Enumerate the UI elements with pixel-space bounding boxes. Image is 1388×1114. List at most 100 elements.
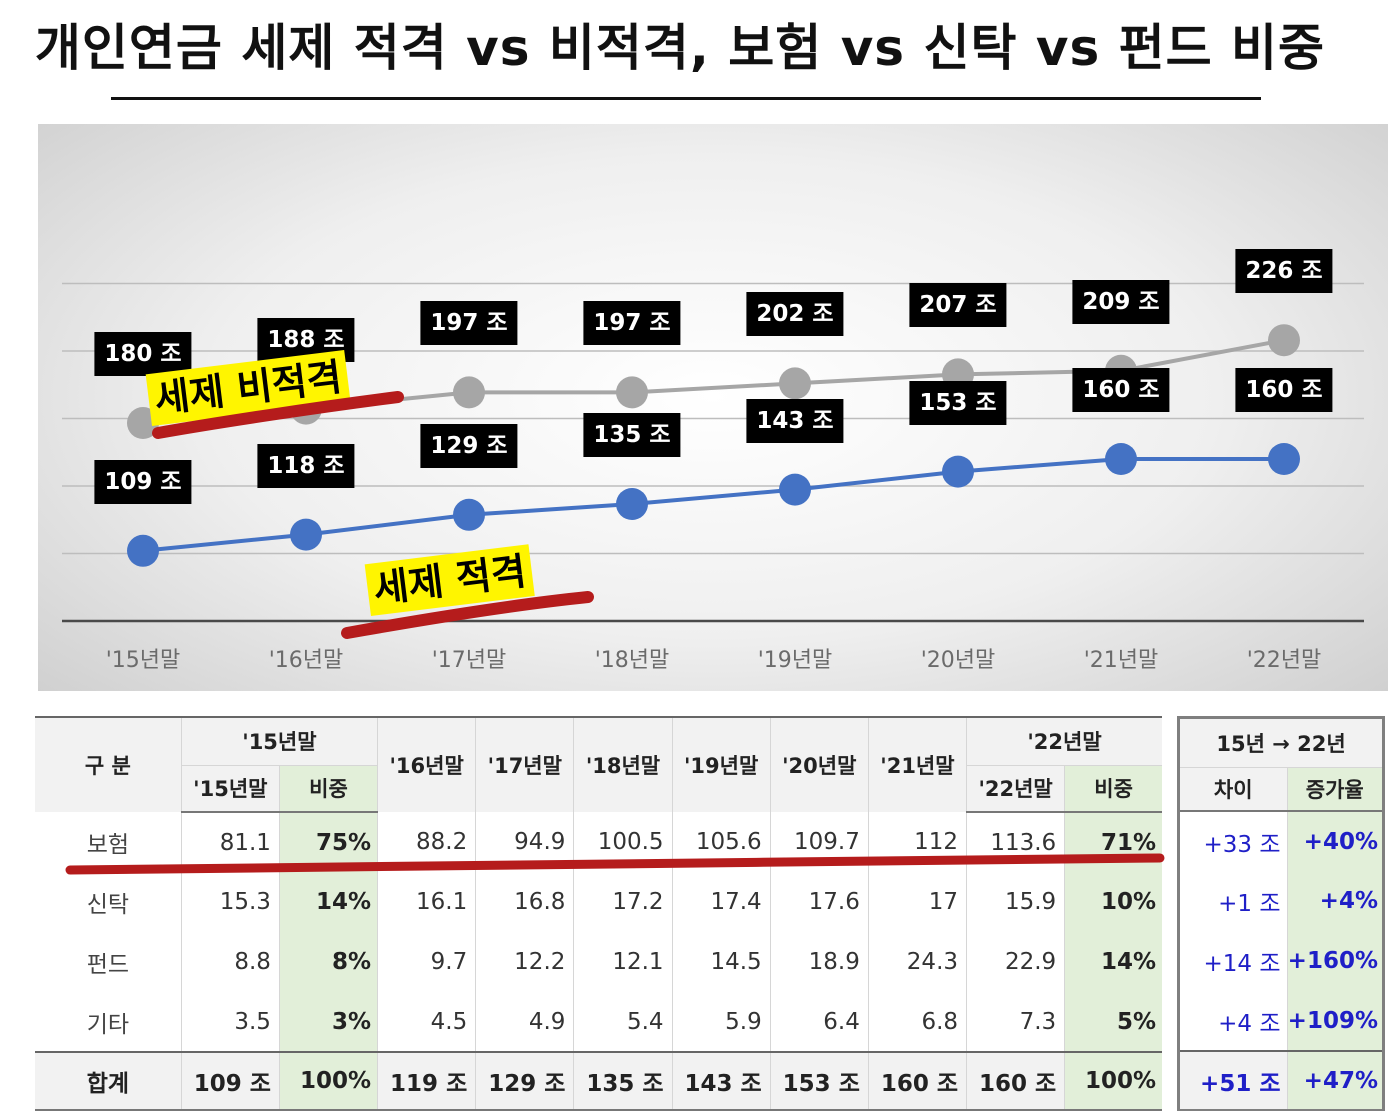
x-tick-label: '18년말 [594,648,670,673]
data-point [942,455,974,488]
data-label: 109 조 [94,459,192,504]
total-share-2015: 100% [279,1051,379,1111]
cell-value: 17 [868,872,968,932]
total-value: 143 조 [672,1051,771,1111]
table-row: 기타 3.5 3% 4.5 4.9 5.4 5.9 6.4 6.8 7.3 5% [35,992,1162,1052]
row-label: 펀드 [35,932,182,992]
change-body: +33 조 +40% +1 조 +4% +14 조 +160% +4 조 +109% +51 조… [1180,811,1382,1109]
x-tick-label: '15년말 [105,648,181,673]
total-value: 129 조 [475,1051,575,1111]
cell-share-2022: 71% [1064,812,1162,872]
change-diff: +1 조 [1180,871,1288,931]
cell-share-2022: 10% [1064,872,1162,932]
row-label: 기타 [35,992,182,1052]
total-value: 153 조 [770,1051,869,1111]
cell-value-2015: 8.8 [181,932,280,992]
cell-value: 88.2 [377,812,477,872]
change-row: +1 조 +4% [1180,871,1382,931]
row-label: 보험 [35,812,182,872]
data-label: 209 조 [1072,279,1170,324]
header-year-2017: '17년말 [475,716,575,812]
change-rate: +109% [1287,991,1382,1051]
data-label: 197 조 [583,301,681,346]
data-label: 226 조 [1235,249,1333,294]
change-row: +4 조 +109% [1180,991,1382,1051]
change-rate: +40% [1287,811,1382,871]
cell-value: 14.5 [672,932,771,992]
data-point [1105,443,1137,475]
cell-value: 12.2 [475,932,575,992]
change-rate: +4% [1287,871,1382,931]
header-sub-2015: '15년말 [181,765,280,813]
data-label: 129 조 [420,423,518,468]
data-label: 207 조 [909,283,1007,328]
x-tick-label: '17년말 [431,648,507,673]
x-tick-label: '20년말 [920,648,996,673]
data-label: 135 조 [583,413,681,457]
total-value: 135 조 [573,1051,673,1111]
row-label: 신탁 [35,872,182,932]
change-total-diff: +51 조 [1180,1050,1288,1109]
x-tick-label: '16년말 [268,648,344,673]
page-title: 개인연금 세제 적격 vs 비적격, 보험 vs 신탁 vs 펀드 비중 [34,19,1326,77]
header-sub-2022: '22년말 [966,765,1066,813]
x-tick-label: '21년말 [1083,648,1159,673]
cell-value: 6.8 [868,992,968,1052]
cell-value-2015: 81.1 [181,812,280,872]
pension-data-table: 구 분 '15년말 '16년말 '17년말 '18년말 '19년말 '20년말 … [35,716,1162,1111]
change-rate: +160% [1287,931,1382,991]
header-group-2022: '22년말 [966,716,1162,766]
cell-share-2022: 14% [1064,932,1162,992]
chart-label-layer: '15년말 '16년말 '17년말 '18년말 '19년말 '20년말 '21년말 '22년말… [38,124,1388,691]
data-label: 153 조 [909,380,1007,425]
data-point [779,473,811,506]
x-tick-label: '22년말 [1246,648,1322,673]
header-year-2021: '21년말 [868,716,968,812]
change-diff: +4 조 [1180,991,1288,1051]
cell-value: 105.6 [672,812,771,872]
cell-value: 18.9 [770,932,869,992]
cell-value-2022: 7.3 [966,992,1066,1052]
change-summary-box: 15년 → 22년 차이 증가율 +33 조 +40% +1 조 +4% +14 조 +1… [1177,716,1385,1111]
data-label: 160 조 [1235,368,1333,412]
header-sub-share-2015: 비중 [279,765,379,813]
table-row: 신탁 15.3 14% 16.1 16.8 17.2 17.4 17.6 17 15.9 10% [35,872,1162,932]
x-tick-label: '19년말 [757,648,833,673]
cell-value: 12.1 [573,932,673,992]
cell-value: 6.4 [770,992,869,1052]
cell-share-2015: 14% [279,872,379,932]
change-col-diff: 차이 [1180,767,1288,812]
data-label: 180 조 [94,332,192,376]
change-col-rate: 증가율 [1287,767,1382,812]
data-point [453,498,485,531]
header-sub-share-2022: 비중 [1064,765,1162,813]
total-share-2022: 100% [1064,1051,1162,1111]
data-label: 197 조 [420,301,518,346]
header-year-2018: '18년말 [573,716,673,812]
data-point [779,367,811,400]
cell-share-2015: 3% [279,992,379,1052]
change-total-row: +51 조 +47% [1180,1050,1382,1109]
change-row: +33 조 +40% [1180,811,1382,871]
cell-value-2015: 15.3 [181,872,280,932]
table-total-row: 합계 109 조 100% 119 조 129 조 135 조 143 조 153 조 160 … [35,1051,1162,1111]
cell-share-2015: 75% [279,812,379,872]
cell-value: 16.1 [377,872,477,932]
data-point [290,518,322,551]
cell-value-2022: 22.9 [966,932,1066,992]
data-point [127,534,159,567]
title-divider [111,97,1261,100]
change-row: +14 조 +160% [1180,931,1382,991]
header-year-2019: '19년말 [672,716,771,812]
change-diff: +33 조 [1180,811,1288,871]
cell-value: 5.9 [672,992,771,1052]
cell-value: 4.5 [377,992,477,1052]
table-corner-header: 구 분 [35,716,182,812]
table-row: 보험 81.1 75% 88.2 94.9 100.5 105.6 109.7 112 113.6… [35,812,1162,872]
total-value: 160 조 [868,1051,968,1111]
cell-value: 4.9 [475,992,575,1052]
table-body: 보험 81.1 75% 88.2 94.9 100.5 105.6 109.7 112 113.6… [35,812,1162,1111]
data-label: 118 조 [257,443,355,488]
cell-value: 5.4 [573,992,673,1052]
cell-value: 109.7 [770,812,869,872]
